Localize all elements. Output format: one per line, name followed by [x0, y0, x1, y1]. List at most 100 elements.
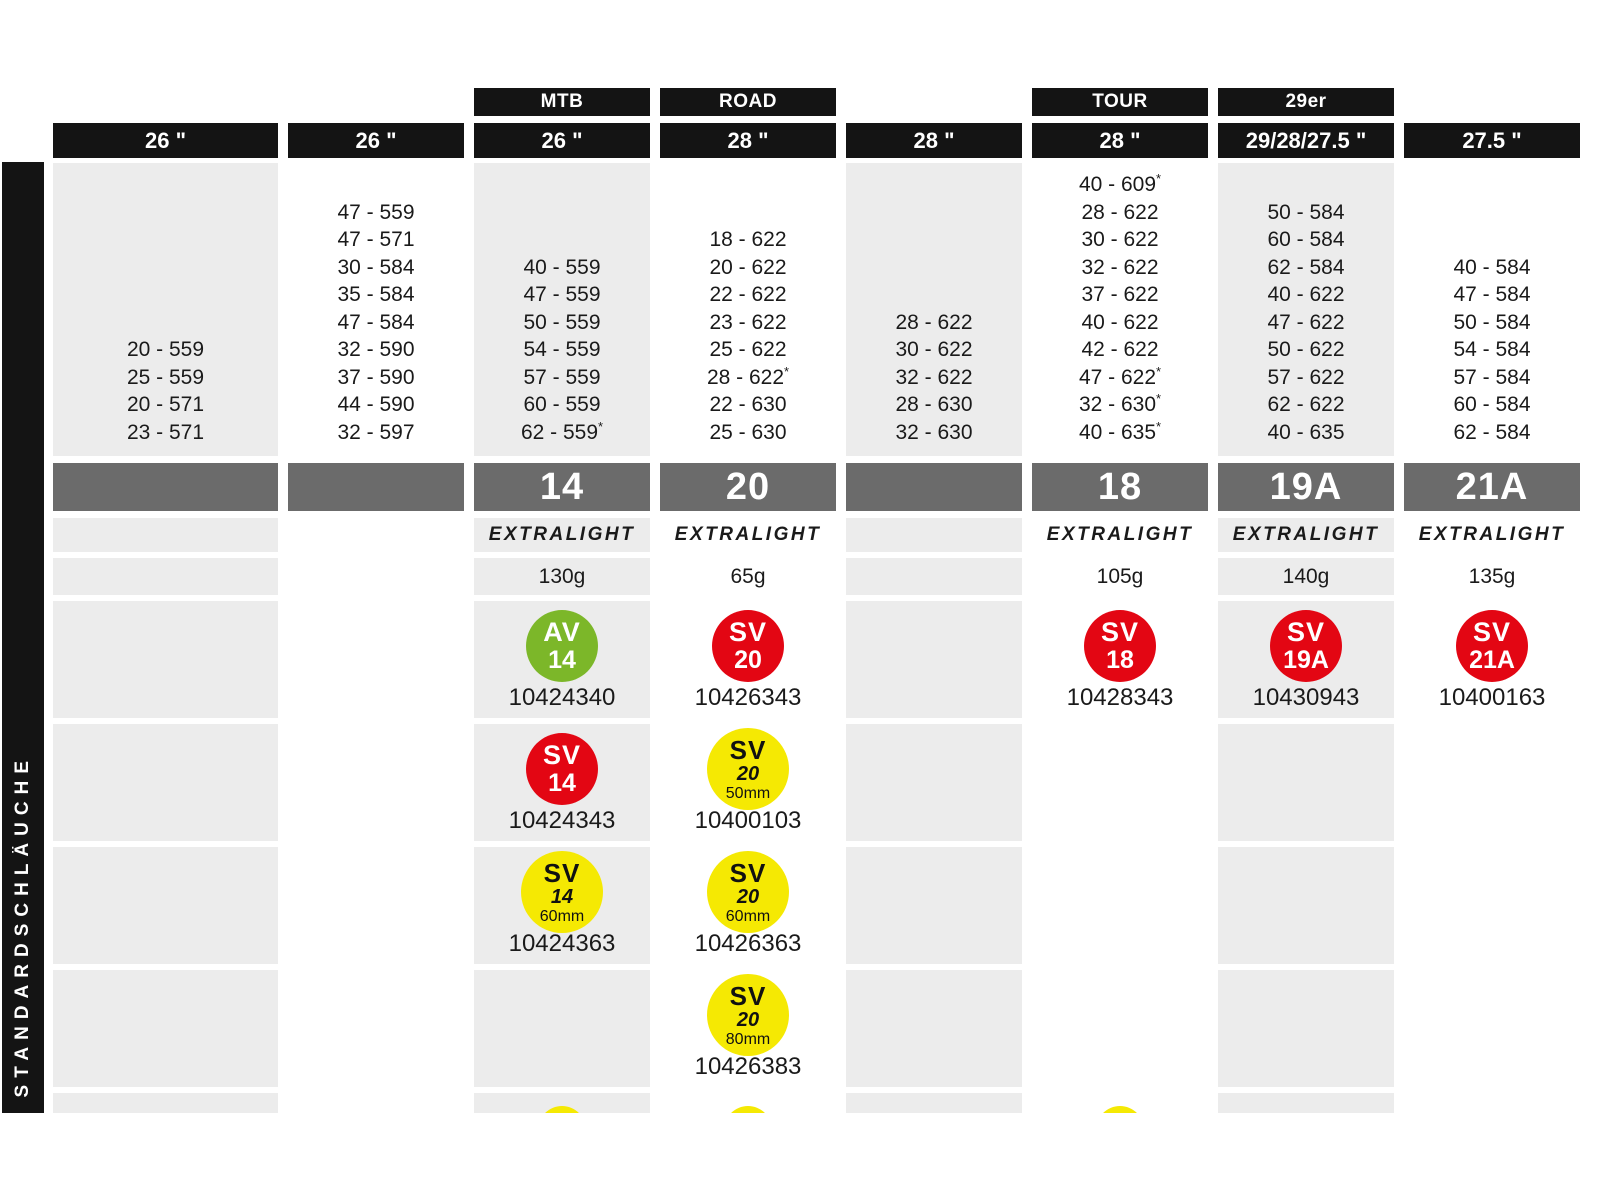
valve-badge-cell	[288, 970, 464, 1087]
category-header: 29er	[1218, 88, 1394, 116]
weight-value: 65g	[660, 558, 836, 595]
tire-size: 44 - 590	[337, 393, 415, 416]
tire-size: 25 - 559	[126, 365, 205, 389]
tire-size: 62 - 584	[1453, 420, 1531, 444]
category-header	[53, 88, 278, 116]
size-header: 28 "	[1032, 123, 1208, 158]
tire-size: 50 - 584	[1267, 200, 1345, 224]
article-number: 10424340	[508, 684, 616, 711]
cut-off-row	[53, 1093, 278, 1113]
valve-type: SV	[1286, 617, 1326, 647]
tube-number-band	[846, 463, 1022, 511]
cut-off-row	[1032, 1093, 1208, 1113]
cut-off-row	[288, 1093, 464, 1113]
weight-value: 140g	[1218, 558, 1394, 595]
valve-badge-cell	[846, 970, 1022, 1087]
article-number: 10424343	[508, 807, 616, 834]
tire-size-list: 50 - 584 60 - 584 62 - 584 40 - 622 47 - 622…	[1218, 163, 1394, 456]
tube-column-4: ROAD 28 " 18 - 622 20 - 622 22 - 622 23 - 622…	[660, 88, 836, 1113]
tire-size-list: 40 - 584 47 - 584 50 - 584 54 - 584 57 - 584…	[1404, 163, 1580, 456]
extralight-label: EXTRALIGHT	[1032, 518, 1208, 552]
tire-size: 32 - 622	[1081, 255, 1159, 279]
weight-value: 105g	[1032, 558, 1208, 595]
article-number: 10426343	[694, 684, 802, 711]
tire-size: 20 - 559	[126, 338, 205, 361]
valve-number: 19A	[1283, 646, 1329, 674]
cut-off-row	[1218, 1093, 1394, 1113]
category-header	[846, 88, 1022, 116]
valve-badge-sv-20: SV 20 50mm	[707, 728, 789, 810]
cut-off-row	[474, 1093, 650, 1113]
tire-size: 62 - 584	[1267, 255, 1345, 279]
tire-size: 40 - 635	[1267, 420, 1345, 444]
tire-size: 20 - 622	[709, 255, 787, 279]
valve-type: SV	[728, 617, 768, 647]
tire-size-list: 28 - 622 30 - 622 32 - 622 28 - 630 32 - 630	[846, 163, 1022, 456]
tire-size: 57 - 584	[1453, 365, 1531, 389]
valve-type: SV	[1472, 617, 1512, 647]
valve-number: 14	[548, 646, 576, 674]
tire-size: 47 - 559	[337, 200, 415, 224]
tire-size-list: 40 - 609* 28 - 622 30 - 622 32 - 622 37 - 62…	[1032, 163, 1208, 456]
valve-type: SV	[543, 857, 581, 888]
tire-size: 50 - 559	[523, 310, 601, 334]
weight-value: 135g	[1404, 558, 1580, 595]
valve-badge-cell: SV 21A 10400163	[1404, 601, 1580, 718]
valve-badge-cell	[846, 724, 1022, 841]
cut-off-valve-badge	[724, 1106, 772, 1113]
valve-badge-sv-20: SV 20 60mm	[707, 851, 789, 933]
tire-size: 22 - 630	[709, 393, 787, 416]
valve-badge-sv-20: SV 20	[712, 610, 784, 682]
valve-badge-cell: SV 20 80mm 10426383	[660, 970, 836, 1087]
asterisk-marker: *	[1156, 363, 1162, 379]
weight-value	[288, 558, 464, 595]
size-header: 26 "	[53, 123, 278, 158]
tire-size: 32 - 597	[337, 420, 415, 444]
valve-type: AV	[543, 617, 581, 647]
extralight-label	[288, 518, 464, 552]
tire-size: 18 - 622	[709, 228, 787, 251]
article-number: 10428343	[1066, 684, 1174, 711]
category-header: MTB	[474, 88, 650, 116]
tire-size: 28 - 622	[1081, 200, 1159, 224]
valve-badge-cell	[1032, 847, 1208, 964]
tire-size: 62 - 559*	[520, 418, 604, 444]
article-number: 10430943	[1252, 684, 1360, 711]
weight-value: 130g	[474, 558, 650, 595]
valve-badge-cell	[288, 847, 464, 964]
tube-number-band: 18	[1032, 463, 1208, 511]
tube-column-8: 27.5 " 40 - 584 47 - 584 50 - 584 54 - 584 57…	[1404, 88, 1580, 1113]
tire-size: 30 - 622	[895, 338, 973, 361]
valve-number: 20	[736, 885, 760, 908]
section-sidebar: STANDARDSCHLÄUCHE	[2, 162, 44, 1113]
asterisk-marker: *	[598, 418, 604, 434]
tire-size: 47 - 571	[337, 228, 415, 251]
valve-type: SV	[729, 734, 767, 765]
tube-number-band	[288, 463, 464, 511]
extralight-label	[53, 518, 278, 552]
valve-badge-cell: SV 20 60mm 10426363	[660, 847, 836, 964]
tire-size-list: 40 - 559 47 - 559 50 - 559 54 - 559 57 - 559…	[474, 163, 650, 456]
tire-size: 32 - 622	[895, 365, 973, 389]
tube-column-6: TOUR 28 " 40 - 609* 28 - 622 30 - 622 32 - 62…	[1032, 88, 1208, 1113]
tire-size: 25 - 630	[709, 420, 787, 444]
tire-size: 23 - 622	[709, 310, 787, 334]
size-table: 26 " 20 - 559 25 - 559 20 - 571 23 - 571 26 "…	[53, 88, 1580, 1113]
valve-badge-cell	[1218, 970, 1394, 1087]
tire-size: 47 - 584	[1453, 283, 1531, 306]
tube-column-1: 26 " 20 - 559 25 - 559 20 - 571 23 - 571	[53, 88, 278, 1113]
valve-badge-sv-21a: SV 21A	[1456, 610, 1528, 682]
tire-size: 30 - 622	[1081, 228, 1159, 251]
valve-badge-cell: SV 14 10424343	[474, 724, 650, 841]
tire-size: 40 - 635*	[1078, 418, 1162, 444]
valve-number: 18	[1106, 646, 1134, 674]
asterisk-marker: *	[1156, 171, 1162, 186]
tire-size: 50 - 622	[1267, 338, 1345, 361]
valve-badge-cell: SV 20 10426343	[660, 601, 836, 718]
valve-badge-cell	[1032, 724, 1208, 841]
tube-number-band	[53, 463, 278, 511]
valve-badge-cell: AV 14 10424340	[474, 601, 650, 718]
valve-number: 20	[736, 1008, 760, 1031]
tire-size: 60 - 584	[1267, 228, 1345, 251]
